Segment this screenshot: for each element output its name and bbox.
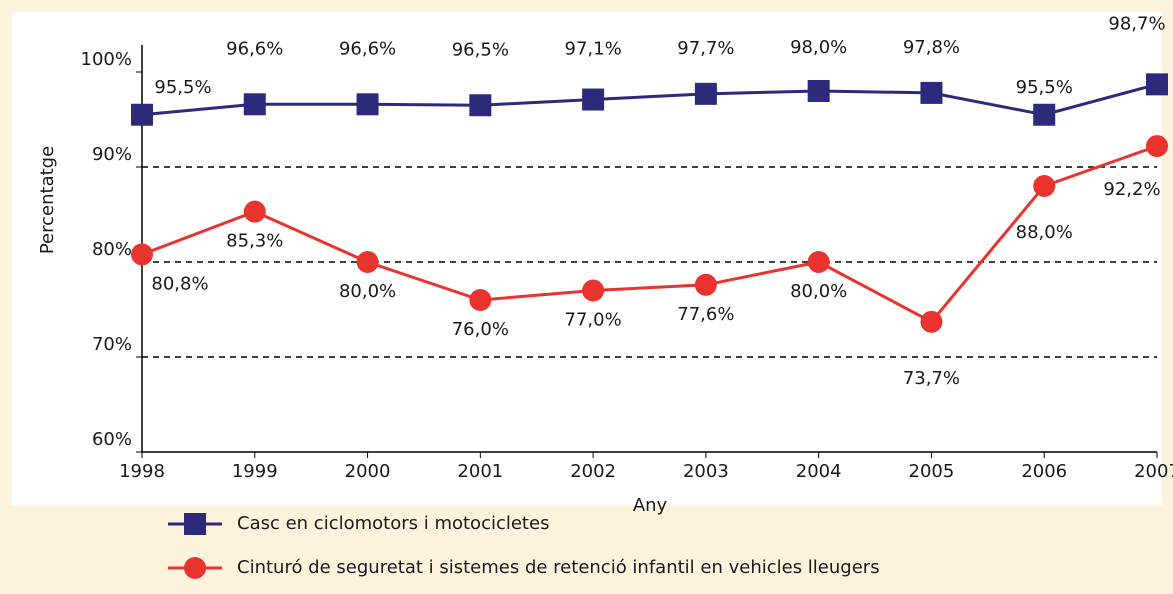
data-label: 98,7% bbox=[1108, 13, 1165, 34]
marker bbox=[694, 82, 717, 105]
legend-marker bbox=[184, 513, 206, 535]
y-tick-label: 80% bbox=[92, 239, 132, 260]
x-tick-label: 2006 bbox=[1021, 461, 1067, 482]
legend-label: Casc en ciclomotors i motocicletes bbox=[237, 513, 549, 534]
data-label: 85,3% bbox=[226, 231, 283, 252]
x-tick-label: 1999 bbox=[232, 461, 278, 482]
marker bbox=[1146, 73, 1168, 96]
y-axis-label: Percentatge bbox=[37, 146, 58, 254]
line bbox=[141, 144, 1158, 324]
data-label: 98,0% bbox=[790, 37, 847, 58]
data-label: 95,5% bbox=[154, 77, 211, 98]
data-label: 96,6% bbox=[226, 38, 283, 59]
y-tick-label: 60% bbox=[92, 429, 132, 450]
y-tick-label: 100% bbox=[81, 49, 132, 70]
marker bbox=[807, 80, 830, 102]
marker bbox=[469, 94, 492, 117]
data-label: 97,7% bbox=[677, 38, 734, 59]
legend-marker bbox=[184, 557, 206, 579]
marker bbox=[469, 289, 492, 311]
data-label: 96,5% bbox=[452, 39, 509, 60]
x-tick-label: 2005 bbox=[909, 461, 955, 482]
data-label: 97,1% bbox=[565, 39, 622, 60]
line bbox=[141, 82, 1158, 117]
x-tick-label: 2003 bbox=[683, 461, 729, 482]
marker bbox=[582, 279, 605, 302]
data-label: 96,6% bbox=[339, 38, 396, 59]
data-label: 80,0% bbox=[790, 281, 847, 302]
marker bbox=[356, 93, 379, 116]
data-label: 73,7% bbox=[903, 368, 960, 389]
data-label: 80,8% bbox=[151, 273, 208, 294]
x-tick-label: 1998 bbox=[119, 461, 165, 482]
marker bbox=[1033, 175, 1056, 197]
marker bbox=[920, 310, 943, 333]
marker bbox=[243, 93, 266, 116]
data-label: 77,6% bbox=[677, 304, 734, 325]
x-tick-label: 2001 bbox=[457, 461, 503, 482]
data-label: 95,5% bbox=[1016, 77, 1073, 98]
data-label: 76,0% bbox=[452, 319, 509, 340]
x-axis-label: Any bbox=[633, 495, 668, 516]
data-label: 80,0% bbox=[339, 281, 396, 302]
marker bbox=[582, 88, 605, 111]
legend-label: Cinturó de seguretat i sistemes de reten… bbox=[237, 557, 880, 578]
y-tick-label: 90% bbox=[92, 144, 132, 165]
x-tick-label: 2000 bbox=[345, 461, 391, 482]
x-tick-label: 2007 bbox=[1134, 461, 1173, 482]
marker bbox=[1146, 135, 1168, 158]
marker bbox=[807, 251, 830, 273]
marker bbox=[920, 81, 943, 104]
data-label: 92,2% bbox=[1103, 179, 1160, 200]
marker bbox=[131, 243, 153, 266]
marker bbox=[356, 251, 379, 273]
y-tick-label: 70% bbox=[92, 334, 132, 355]
data-label: 97,8% bbox=[903, 37, 960, 58]
marker bbox=[694, 273, 717, 296]
marker bbox=[1033, 103, 1056, 126]
data-label: 88,0% bbox=[1016, 222, 1073, 243]
x-tick-label: 2004 bbox=[796, 461, 842, 482]
data-label: 77,0% bbox=[565, 310, 622, 331]
marker bbox=[243, 200, 266, 223]
x-tick-label: 2002 bbox=[570, 461, 616, 482]
marker bbox=[131, 103, 153, 126]
